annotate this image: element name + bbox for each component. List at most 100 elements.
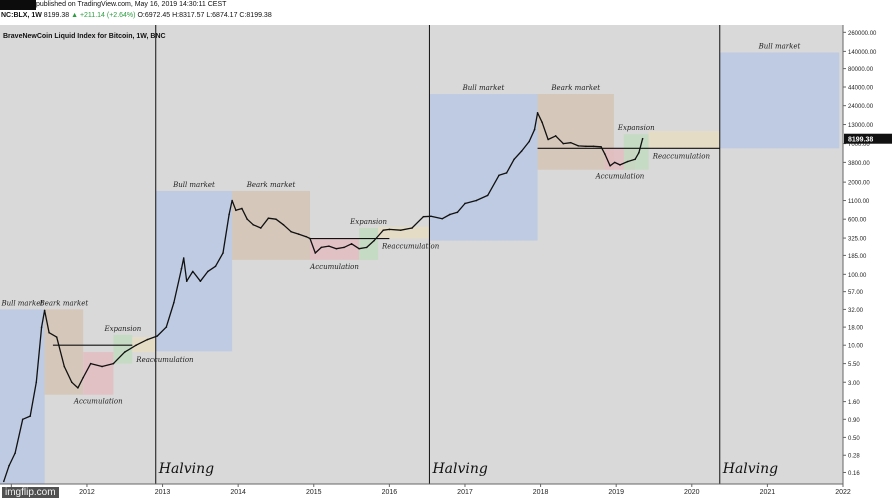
zone-4 (132, 337, 156, 353)
price-point-63 (464, 202, 466, 205)
price-point-16 (112, 362, 115, 365)
price-point-66 (498, 174, 500, 177)
price-point-27 (199, 280, 202, 283)
zone-7 (309, 238, 360, 260)
price-point-7 (43, 309, 46, 312)
y-axis-panel (843, 25, 892, 484)
price-point-19 (146, 338, 149, 341)
price-point-84 (613, 161, 616, 164)
price-change: +211.14 (+2.64%) (79, 12, 136, 19)
halving-label-2: Halving (722, 461, 778, 477)
phase-label-8: Expansion (349, 218, 387, 226)
price-point-65 (486, 194, 489, 197)
price-point-44 (309, 237, 311, 240)
y-tick-label-14: 57.00 (848, 290, 864, 296)
phase-label-13: Expansion (617, 124, 655, 132)
price-point-10 (63, 365, 66, 368)
price-point-13 (82, 376, 84, 379)
price-point-50 (350, 242, 353, 245)
price-point-49 (343, 246, 345, 249)
price-point-45 (314, 252, 317, 254)
price-point-89 (641, 137, 644, 140)
halving-label-1: Halving (431, 461, 487, 477)
price-point-38 (267, 217, 270, 219)
phase-label-9: Reaccumulation (381, 243, 440, 251)
y-tick-label-17: 10.00 (848, 344, 864, 350)
price-point-39 (275, 218, 277, 220)
price-point-61 (449, 213, 451, 216)
zone-6 (232, 190, 310, 260)
price-point-12 (77, 387, 79, 389)
x-tick-label-11: 2022 (835, 489, 851, 496)
phase-label-6: Beark market (246, 181, 296, 189)
price-point-52 (365, 246, 368, 249)
y-tick-label-11: 325.00 (848, 237, 867, 243)
price-point-43 (305, 235, 308, 238)
zone-1 (44, 309, 84, 395)
y-tick-label-16: 18.00 (848, 326, 864, 332)
zone-0 (0, 309, 45, 484)
price-point-8 (48, 331, 50, 334)
price-point-21 (165, 326, 168, 328)
x-tick-label-6: 2017 (457, 489, 473, 496)
price-point-80 (592, 145, 595, 148)
zone-5 (155, 190, 233, 352)
y-tick-label-19: 3.00 (848, 381, 860, 387)
price-point-2 (14, 452, 16, 454)
phase-label-3: Expansion (103, 325, 141, 333)
price-point-51 (358, 247, 360, 250)
price-point-46 (320, 246, 323, 249)
y-tick-label-13: 100.00 (848, 273, 867, 279)
price-point-77 (570, 141, 572, 144)
zone-2 (83, 352, 114, 395)
price-point-25 (185, 280, 188, 283)
halving-label-0: Halving (158, 461, 214, 477)
price-point-62 (456, 211, 459, 214)
price-point-74 (547, 138, 549, 141)
price-point-68 (513, 158, 515, 161)
price-point-48 (335, 247, 338, 250)
price-point-29 (214, 265, 217, 268)
price-point-42 (297, 233, 300, 235)
price-point-54 (382, 229, 385, 231)
price-point-32 (231, 199, 233, 202)
price-point-58 (422, 215, 425, 218)
price-point-36 (252, 224, 255, 226)
price-point-22 (173, 301, 175, 304)
x-axis-panel (0, 484, 892, 500)
price-point-55 (388, 228, 391, 231)
redacted-username (0, 0, 36, 10)
last-price-tag (844, 133, 892, 144)
price-series-line (3, 112, 644, 482)
price-point-24 (182, 257, 185, 259)
y-tick-label-15: 32.00 (848, 308, 864, 314)
price-point-71 (533, 128, 536, 131)
y-tick-label-22: 0.50 (848, 436, 860, 442)
phase-label-14: Reaccumulation (652, 152, 711, 160)
zone-14 (648, 131, 720, 149)
x-tick-label-7: 2018 (533, 489, 549, 496)
zone-3 (113, 334, 133, 364)
price-point-78 (577, 145, 580, 147)
price-point-85 (619, 164, 621, 166)
price-point-4 (29, 415, 32, 417)
x-tick-label-10: 2021 (760, 489, 776, 496)
price-point-26 (191, 270, 194, 273)
phase-label-0: Bull market (0, 299, 43, 307)
plot-area (0, 25, 843, 484)
price-point-18 (135, 344, 137, 347)
price-point-6 (40, 326, 43, 328)
phase-label-7: Accumulation (309, 263, 359, 271)
phase-label-10: Bull market (462, 84, 505, 92)
phase-label-1: Beark market (39, 299, 89, 307)
price-point-60 (441, 217, 444, 220)
phase-label-15: Bull market (758, 43, 801, 51)
zone-11 (537, 94, 614, 170)
price-point-30 (222, 252, 224, 254)
x-tick-label-8: 2019 (608, 489, 624, 496)
price-point-15 (101, 365, 103, 368)
y-tick-label-8: 2000.00 (848, 181, 870, 187)
chart-header: published on TradingView.com, May 16, 20… (0, 0, 892, 24)
price-point-82 (604, 153, 606, 155)
